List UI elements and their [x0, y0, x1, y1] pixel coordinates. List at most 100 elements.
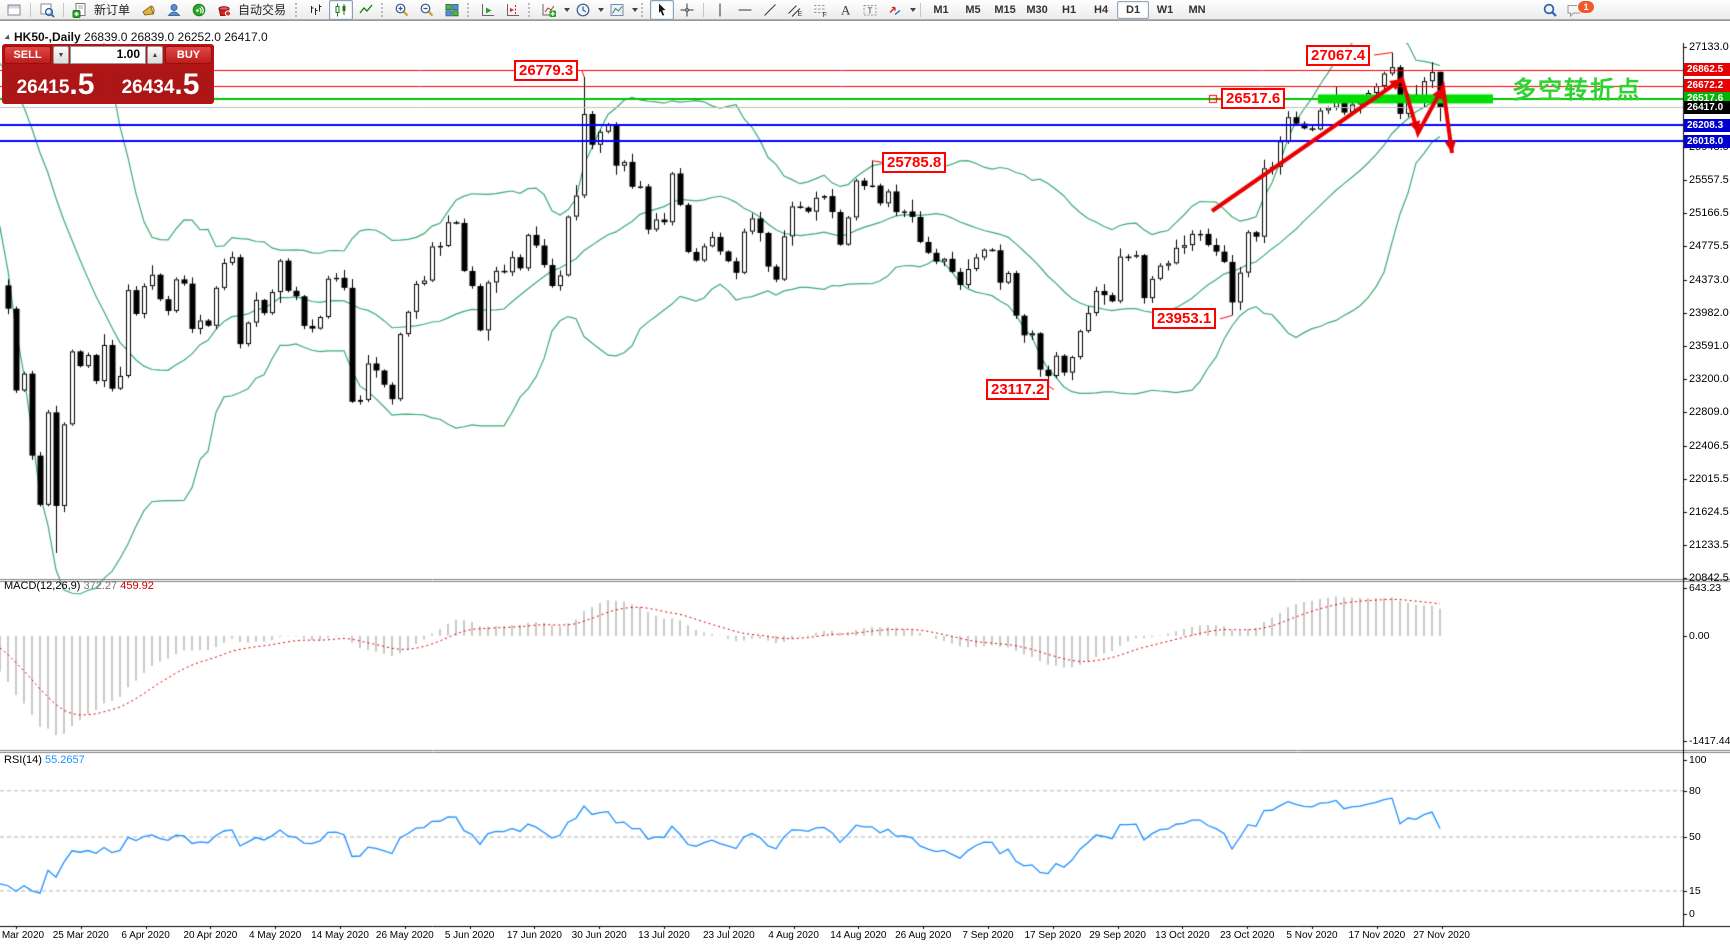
date-axis-label: 20 Apr 2020	[183, 930, 238, 941]
crosshair-icon[interactable]	[675, 0, 699, 20]
templates-icon[interactable]	[605, 0, 629, 20]
volume-increase-button[interactable]: ▲	[147, 46, 163, 64]
vertical-line-tool-icon[interactable]	[708, 0, 732, 20]
symbol-marker-icon	[4, 34, 12, 42]
date-axis-label: 17 Jun 2020	[506, 930, 562, 941]
price-axis-tick: 24373.0	[1689, 273, 1729, 286]
indicators-icon[interactable]	[537, 0, 561, 20]
tile-windows-icon[interactable]	[440, 0, 464, 20]
price-axis-tick: 20842.5	[1689, 572, 1729, 584]
svg-text:E: E	[798, 11, 803, 18]
arrows-dropdown-caret[interactable]	[910, 7, 917, 12]
date-axis-label: 4 Aug 2020	[768, 930, 819, 941]
timeframe-button-d1[interactable]: D1	[1117, 0, 1150, 19]
separator	[920, 2, 922, 17]
price-axis-tick: 27133.0	[1689, 41, 1729, 53]
sell-button[interactable]: SELL	[4, 46, 51, 64]
separator	[30, 2, 31, 17]
price-annotation-label: 25785.8	[882, 151, 947, 173]
timeframe-button-m15[interactable]: M15	[994, 3, 1016, 16]
trendline-tool-icon[interactable]	[758, 0, 782, 20]
arrows-tool-icon[interactable]	[883, 0, 907, 20]
timeframe-button-h1[interactable]: H1	[1062, 3, 1077, 16]
cursor-icon[interactable]	[650, 0, 675, 20]
toolbar-grip	[467, 2, 473, 17]
auto-trading-label[interactable]: 自动交易	[238, 3, 287, 17]
price-axis-tick: 24775.5	[1689, 240, 1729, 252]
date-axis-label: 14 May 2020	[311, 930, 369, 941]
sell-price[interactable]: 26415.5	[4, 66, 107, 102]
price-axis-tick: 21233.5	[1689, 538, 1729, 551]
price-annotation-label: 23117.2	[986, 378, 1050, 400]
buy-price[interactable]: 26434.5	[109, 66, 212, 102]
data-window-icon[interactable]	[35, 0, 59, 20]
price-annotation-label: 27067.4	[1306, 44, 1371, 66]
line-chart-icon[interactable]	[354, 0, 378, 20]
window-icon[interactable]	[2, 0, 26, 20]
date-axis-label: 27 Nov 2020	[1413, 930, 1470, 941]
megaphone-icon[interactable]	[137, 0, 161, 20]
price-axis-tick: 23591.0	[1689, 339, 1729, 352]
chat-icon[interactable]: 1	[1562, 0, 1595, 20]
horizontal-line-tool-icon[interactable]	[733, 0, 757, 20]
timeframe-button-m5[interactable]: M5	[965, 3, 981, 16]
templates-dropdown-caret[interactable]	[632, 7, 639, 12]
date-axis-label: 13 Jul 2020	[638, 930, 690, 941]
timeframe-button-mn[interactable]: MN	[1188, 3, 1206, 16]
text-label-tool-icon[interactable]: T	[858, 0, 882, 20]
text-tool-icon[interactable]: A	[833, 0, 857, 20]
chart-canvas[interactable]	[0, 21, 1730, 944]
timeframe-button-m30[interactable]: M30	[1026, 3, 1048, 16]
search-icon[interactable]	[1538, 0, 1562, 20]
symbol-name: HK50-,Daily	[14, 30, 81, 44]
new-order-icon[interactable]	[68, 0, 92, 20]
macd-axis-tick: -1417.44	[1689, 735, 1730, 747]
signals-icon[interactable]	[187, 0, 211, 20]
volume-input[interactable]: 1.00	[70, 46, 146, 64]
date-axis-label: 14 Aug 2020	[830, 930, 887, 941]
turning-point-annotation: 多空转折点	[1512, 77, 1642, 104]
date-axis-label: 6 Apr 2020	[121, 930, 170, 941]
new-order-label[interactable]: 新订单	[94, 3, 131, 17]
buy-button[interactable]: BUY	[165, 46, 212, 64]
date-axis-label: 13 Mar 2020	[0, 930, 45, 941]
svg-text:A: A	[841, 2, 851, 17]
price-axis-tick: 21624.5	[1689, 505, 1729, 518]
macd-axis-tick: 643.23	[1689, 582, 1722, 594]
bar-chart-icon[interactable]	[304, 0, 328, 20]
separator	[703, 2, 705, 17]
price-axis-tick: 23982.0	[1689, 306, 1729, 319]
volume-decrease-button[interactable]: ▼	[53, 46, 69, 64]
timeframe-button-m1[interactable]: M1	[933, 3, 949, 16]
toolbar-grip	[295, 2, 301, 17]
date-axis-label: 25 Mar 2020	[52, 930, 109, 941]
timeframe-button-w1[interactable]: W1	[1156, 3, 1174, 16]
periods-dropdown-caret[interactable]	[598, 7, 605, 12]
community-icon[interactable]	[162, 0, 186, 20]
timeframe-button-h4[interactable]: H4	[1094, 3, 1109, 16]
chart-shift-icon[interactable]	[501, 0, 525, 20]
price-axis-tick: 25166.5	[1689, 206, 1729, 219]
fibonacci-tool-icon[interactable]: F	[808, 0, 832, 20]
price-axis-tick: 22406.5	[1689, 439, 1729, 452]
toolbar-grip	[381, 2, 387, 17]
candlestick-chart-icon[interactable]	[329, 0, 354, 20]
price-annotation-label: 26779.3	[514, 59, 579, 81]
price-axis-tick: 22809.0	[1689, 406, 1729, 418]
periods-clock-icon[interactable]	[571, 0, 595, 20]
date-axis-label: 5 Jun 2020	[444, 930, 495, 941]
zoom-in-icon[interactable]	[390, 0, 414, 20]
ohlc-open: 26839.0	[84, 30, 128, 44]
auto-scroll-icon[interactable]	[476, 0, 500, 20]
date-axis-label: 26 May 2020	[375, 930, 434, 941]
timeframe-group: M1 M5 M15 M30 H1 H4 D1 W1 MN	[925, 0, 1213, 19]
macd-indicator-label: MACD(12,26,9) 372.27 459.92	[4, 580, 154, 592]
date-axis-label: 23 Oct 2020	[1219, 930, 1275, 941]
channel-tool-icon[interactable]: E	[783, 0, 807, 20]
zoom-out-icon[interactable]	[415, 0, 439, 20]
date-axis-label: 30 Jun 2020	[571, 930, 627, 941]
date-axis-label: 23 Jul 2020	[702, 930, 755, 941]
indicators-dropdown-caret[interactable]	[564, 7, 571, 12]
price-axis-tick: 25557.5	[1689, 173, 1729, 186]
auto-trading-icon[interactable]	[212, 0, 236, 20]
